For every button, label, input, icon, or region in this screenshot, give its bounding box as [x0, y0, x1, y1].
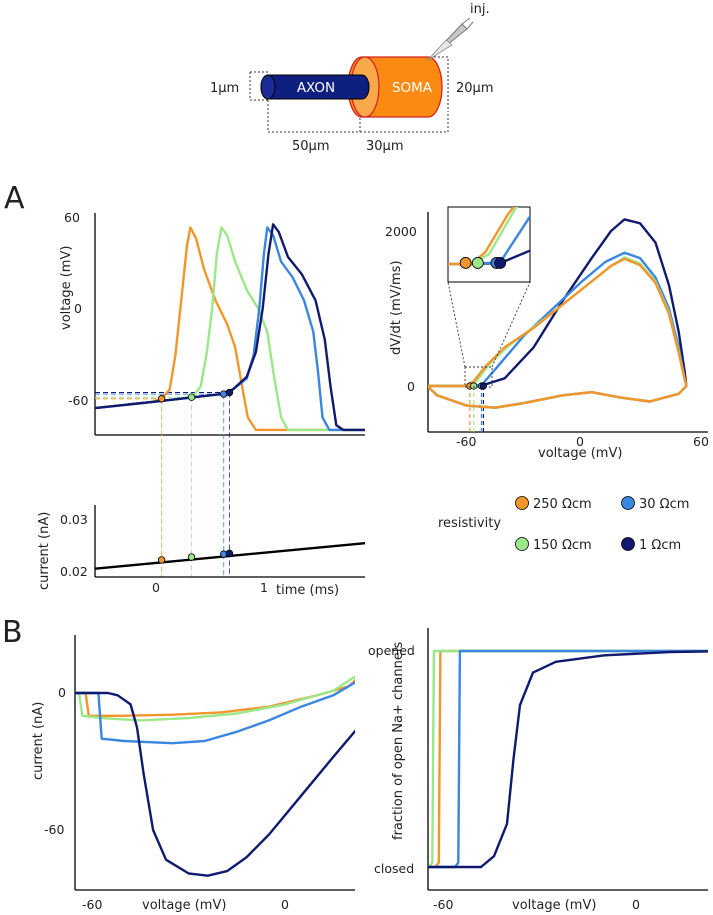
vt-threshold-point — [157, 395, 166, 403]
pp-x-label: voltage (mV) — [538, 446, 622, 461]
axon-diameter-label: 1μm — [210, 81, 239, 96]
inset-threshold-point — [471, 257, 484, 269]
it-y-label: current (nA) — [37, 512, 52, 590]
it-x-label: time (ms) — [276, 583, 339, 598]
legend-title: resistivity — [438, 516, 501, 531]
inset-threshold-point — [494, 257, 507, 269]
inset-threshold-point — [459, 257, 472, 269]
na-ytick-closed: closed — [374, 861, 414, 876]
iv-ytick-0: 0 — [58, 685, 66, 700]
pp-ytick-0: 0 — [407, 379, 415, 394]
current-vs-voltage-line-30-cm — [75, 681, 355, 745]
it-threshold-point — [187, 553, 196, 561]
pp-xtick-0: 0 — [576, 434, 584, 449]
injection-electrode — [427, 17, 474, 61]
current-time-plot: 0.03 0.02 0 1 time (ms) current (nA) — [37, 505, 365, 598]
panel-letter-b: B — [2, 615, 23, 650]
it-threshold-point — [225, 549, 234, 558]
vt-threshold-point — [225, 388, 234, 397]
pp-xtick-neg60: -60 — [456, 434, 476, 449]
it-ytick-002: 0.02 — [60, 564, 88, 579]
axon-length-bracket — [267, 100, 361, 133]
na-y-label: fraction of open Na+ channels — [391, 642, 406, 840]
zoom-region-box — [464, 366, 493, 388]
axon-diameter-bracket — [249, 71, 268, 101]
na-open-fraction-line-250-cm — [428, 649, 708, 869]
pp-xtick-60: 60 — [693, 434, 709, 449]
it-xtick-1: 1 — [260, 580, 268, 595]
neuron-schematic: AXON SOMA inj. 1μm 20μm 50μm 30μm — [210, 2, 493, 154]
soma-length-label: 30μm — [366, 139, 403, 154]
it-xtick-0: 0 — [152, 580, 160, 595]
iv-y-label: current (nA) — [31, 702, 46, 780]
vt-ytick-neg60: -60 — [68, 393, 88, 408]
zoom-connector-right — [491, 281, 531, 368]
phase-plot: 2000 0 -60 0 60 voltage (mV) dV/dt (mV/m… — [385, 206, 709, 461]
voltage-vs-time-line-150-cm — [95, 226, 365, 432]
na-xtick-neg60: -60 — [433, 897, 453, 912]
legend-swatch-1 — [621, 537, 635, 551]
axon-cap — [260, 74, 276, 100]
na-xtick-0: 0 — [632, 897, 640, 912]
iv-xtick-0: 0 — [281, 897, 289, 912]
panel-letter-a: A — [4, 181, 25, 216]
soma-diameter-label: 20μm — [456, 81, 493, 96]
legend-label-250: 250 Ωcm — [533, 497, 592, 512]
vt-ytick-0: 0 — [74, 301, 82, 316]
na-open-fraction-plot: opened closed -60 0 voltage (mV) fractio… — [368, 628, 708, 913]
pp-ytick-2000: 2000 — [385, 224, 417, 239]
pp-threshold-guides — [469, 386, 484, 432]
legend-swatch-250 — [515, 496, 529, 510]
pp-threshold-point — [470, 382, 478, 390]
iv-ytick-neg60: -60 — [44, 822, 64, 837]
current-vs-voltage-line-250-cm — [75, 678, 355, 717]
pp-y-label: dV/dt (mV/ms) — [389, 260, 404, 355]
it-threshold-point — [157, 556, 166, 564]
axon-length-label: 50μm — [292, 139, 329, 154]
voltage-vs-time-line-250-cm — [95, 226, 365, 432]
injection-label: inj. — [470, 2, 490, 17]
legend-swatch-30 — [621, 496, 635, 510]
resistivity-legend: resistivity 250 Ωcm 30 Ωcm 150 Ωcm 1 Ωcm — [438, 496, 689, 553]
voltage-vs-time-line-30-cm — [95, 226, 365, 432]
iv-x-label: voltage (mV) — [142, 898, 226, 913]
current-vs-voltage-line-150-cm — [75, 675, 355, 722]
current-voltage-plot: 0 -60 -60 0 voltage (mV) current (nA) — [31, 635, 355, 913]
vt-ytick-60: 60 — [64, 210, 80, 225]
zoom-connector-left — [447, 281, 466, 368]
vt-threshold-point — [187, 393, 196, 401]
it-ytick-003: 0.03 — [60, 512, 88, 527]
soma-length-bracket — [360, 112, 449, 133]
vt-y-label: voltage (mV) — [59, 246, 74, 330]
na-ytick-opened: opened — [368, 643, 415, 658]
legend-label-30: 30 Ωcm — [639, 497, 689, 512]
voltage-time-plot: 60 0 -60 voltage (mV) — [59, 210, 365, 577]
na-open-fraction-line-30-cm — [428, 649, 708, 869]
legend-label-1: 1 Ωcm — [639, 538, 681, 553]
na-x-label: voltage (mV) — [512, 898, 596, 913]
legend-swatch-150 — [515, 537, 529, 551]
vt-threshold-guides — [95, 392, 230, 577]
iv-xtick-neg60: -60 — [82, 897, 102, 912]
legend-label-150: 150 Ωcm — [533, 538, 592, 553]
na-open-fraction-line-150-cm — [428, 649, 708, 869]
axon-label: AXON — [297, 80, 335, 96]
current-vs-voltage-line-1-cm — [75, 691, 355, 877]
pp-threshold-point — [479, 382, 487, 390]
na-open-fraction-line-1-cm — [428, 650, 708, 869]
soma-label: SOMA — [392, 80, 433, 96]
phase-plot-line-250-cm — [428, 257, 688, 409]
